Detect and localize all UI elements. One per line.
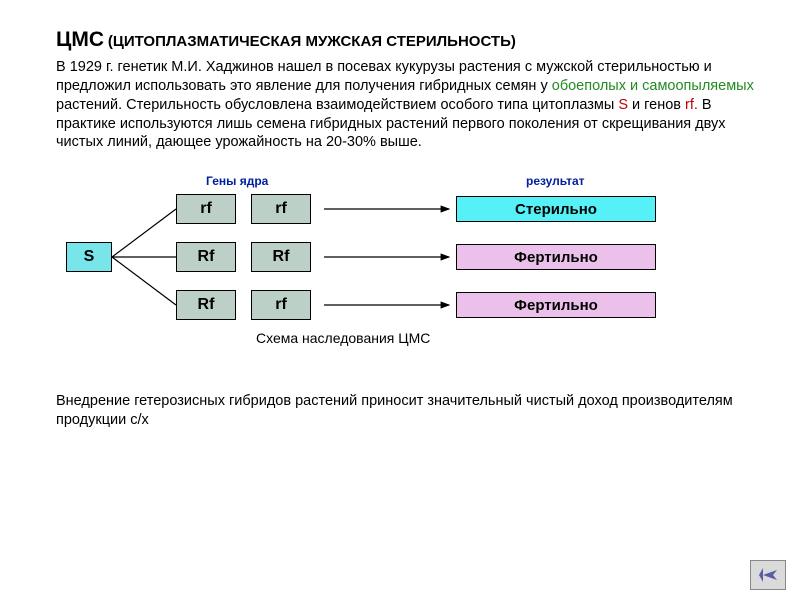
bottom-paragraph: Внедрение гетерозисных гибридов растений… bbox=[56, 392, 760, 430]
header-genes: Гены ядра bbox=[206, 174, 268, 188]
page-title: ЦМС (ЦИТОПЛАЗМАТИЧЕСКАЯ МУЖСКАЯ СТЕРИЛЬН… bbox=[56, 28, 760, 52]
para-t3: и генов bbox=[628, 97, 685, 113]
gene-col1-row2: Rf bbox=[176, 290, 236, 320]
para-green: обоеполых и самоопыляемых bbox=[552, 78, 754, 94]
title-expansion: (ЦИТОПЛАЗМАТИЧЕСКАЯ МУЖСКАЯ СТЕРИЛЬНОСТЬ… bbox=[108, 33, 516, 50]
cytoplasm-s-box: S bbox=[66, 242, 112, 272]
gene-col1-row0: rf bbox=[176, 194, 236, 224]
para-redS: S bbox=[618, 97, 628, 113]
inheritance-diagram: Гены ядра результат Схема наследования Ц… bbox=[56, 162, 756, 342]
gene-col2-row2: rf bbox=[251, 290, 311, 320]
intro-paragraph: В 1929 г. генетик М.И. Хаджинов нашел в … bbox=[56, 58, 760, 152]
result-row1: Фертильно bbox=[456, 244, 656, 270]
result-row0: Стерильно bbox=[456, 196, 656, 222]
result-row2: Фертильно bbox=[456, 292, 656, 318]
gene-col2-row0: rf bbox=[251, 194, 311, 224]
diagram-caption: Схема наследования ЦМС bbox=[256, 330, 430, 346]
para-t2: растений. Стерильность обусловлена взаим… bbox=[56, 97, 618, 113]
nav-back-button[interactable] bbox=[750, 560, 786, 590]
nav-back-icon bbox=[759, 568, 777, 582]
gene-col2-row1: Rf bbox=[251, 242, 311, 272]
title-abbr: ЦМС bbox=[56, 28, 104, 51]
para-redRf: rf. bbox=[685, 97, 698, 113]
gene-col1-row1: Rf bbox=[176, 242, 236, 272]
header-result: результат bbox=[526, 174, 585, 188]
